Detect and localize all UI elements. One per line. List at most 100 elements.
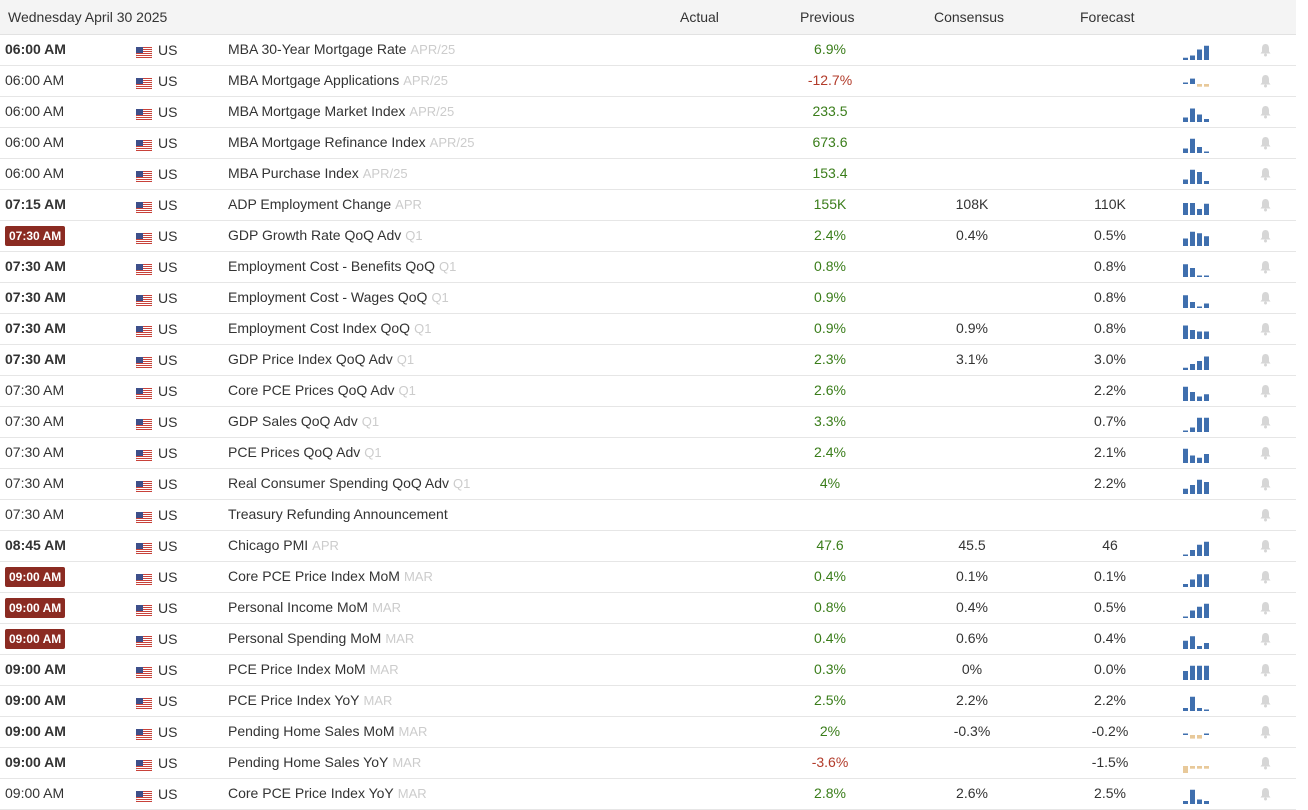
column-header-previous[interactable]: Previous: [800, 9, 855, 25]
bell-alert-icon[interactable]: [1259, 570, 1272, 584]
forecast-value[interactable]: 46: [1102, 537, 1118, 553]
forecast-value[interactable]: 110K: [1094, 196, 1126, 212]
event-name[interactable]: MBA Mortgage Market Index: [228, 103, 406, 119]
bell-alert-icon[interactable]: [1259, 725, 1272, 739]
bell-alert-icon[interactable]: [1259, 477, 1272, 491]
forecast-value[interactable]: 0.8%: [1094, 289, 1126, 305]
event-name-link[interactable]: Pending Home Sales YoY MAR: [228, 754, 421, 770]
bell-alert-icon[interactable]: [1259, 260, 1272, 274]
bell-alert-icon[interactable]: [1259, 105, 1272, 119]
sparkline-chart[interactable]: [1182, 664, 1210, 680]
sparkline-chart[interactable]: [1182, 416, 1210, 432]
bell-alert-icon[interactable]: [1259, 787, 1272, 801]
sparkline-chart[interactable]: [1182, 44, 1210, 60]
event-row[interactable]: 06:00 AM US MBA Mortgage Market Index APR/2…: [0, 97, 1296, 128]
event-name-link[interactable]: Personal Income MoM MAR: [228, 599, 401, 615]
forecast-value[interactable]: 2.5%: [1094, 785, 1126, 801]
event-name[interactable]: Pending Home Sales YoY: [228, 754, 389, 770]
sparkline-chart[interactable]: [1182, 478, 1210, 494]
bell-alert-icon[interactable]: [1259, 167, 1272, 181]
event-row[interactable]: 09:00 AM US Personal Spending MoM MAR 0.4% 0.…: [0, 624, 1296, 655]
bell-alert-icon[interactable]: [1259, 601, 1272, 615]
event-row[interactable]: 07:30 AM US PCE Prices QoQ Adv Q1 2.4% 2.1%: [0, 438, 1296, 469]
sparkline-chart[interactable]: [1182, 261, 1210, 277]
event-name[interactable]: Employment Cost Index QoQ: [228, 320, 411, 336]
bell-alert-icon[interactable]: [1259, 415, 1272, 429]
event-name-link[interactable]: Treasury Refunding Announcement: [228, 506, 452, 522]
event-name-link[interactable]: GDP Price Index QoQ Adv Q1: [228, 351, 414, 367]
event-name-link[interactable]: MBA Mortgage Applications APR/25: [228, 72, 448, 88]
event-row[interactable]: 09:00 AM US Pending Home Sales YoY MAR -3.6%…: [0, 748, 1296, 779]
sparkline-chart[interactable]: [1182, 447, 1210, 463]
event-name-link[interactable]: Core PCE Price Index YoY MAR: [228, 785, 427, 801]
event-name[interactable]: Core PCE Price Index YoY: [228, 785, 394, 801]
event-row[interactable]: 06:00 AM US MBA 30-Year Mortgage Rate APR/2…: [0, 35, 1296, 66]
event-row[interactable]: 07:15 AM US ADP Employment Change APR 155K 10…: [0, 190, 1296, 221]
event-name[interactable]: GDP Growth Rate QoQ Adv: [228, 227, 402, 243]
event-row[interactable]: 09:00 AM US Pending Home Sales MoM MAR 2% -0.…: [0, 717, 1296, 748]
forecast-value[interactable]: 2.2%: [1094, 692, 1126, 708]
forecast-value[interactable]: 0.1%: [1094, 568, 1126, 584]
bell-alert-icon[interactable]: [1259, 229, 1272, 243]
event-name-link[interactable]: PCE Price Index YoY MAR: [228, 692, 392, 708]
event-row[interactable]: 09:00 AM US PCE Price Index YoY MAR 2.5% 2.2%…: [0, 686, 1296, 717]
forecast-value[interactable]: 0.7%: [1094, 413, 1126, 429]
sparkline-chart[interactable]: [1182, 571, 1210, 587]
event-name-link[interactable]: Employment Cost - Benefits QoQ Q1: [228, 258, 456, 274]
event-name[interactable]: PCE Price Index YoY: [228, 692, 360, 708]
event-name[interactable]: GDP Sales QoQ Adv: [228, 413, 358, 429]
event-name[interactable]: MBA Mortgage Refinance Index: [228, 134, 426, 150]
event-name-link[interactable]: MBA 30-Year Mortgage Rate APR/25: [228, 41, 455, 57]
bell-alert-icon[interactable]: [1259, 663, 1272, 677]
forecast-value[interactable]: 0.0%: [1094, 661, 1126, 677]
sparkline-chart[interactable]: [1182, 757, 1210, 774]
forecast-value[interactable]: 0.8%: [1094, 320, 1126, 336]
forecast-value[interactable]: 2.2%: [1094, 475, 1126, 491]
sparkline-chart[interactable]: [1182, 633, 1210, 649]
sparkline-chart[interactable]: [1182, 726, 1210, 742]
event-row[interactable]: 07:30 AM US Employment Cost - Benefits QoQ…: [0, 252, 1296, 283]
column-header-actual[interactable]: Actual: [680, 9, 719, 25]
event-name-link[interactable]: Pending Home Sales MoM MAR: [228, 723, 427, 739]
event-name-link[interactable]: Employment Cost Index QoQ Q1: [228, 320, 431, 336]
event-name[interactable]: Core PCE Price Index MoM: [228, 568, 400, 584]
column-header-consensus[interactable]: Consensus: [934, 9, 1005, 25]
event-name-link[interactable]: MBA Mortgage Refinance Index APR/25: [228, 134, 474, 150]
event-name-link[interactable]: Real Consumer Spending QoQ Adv Q1: [228, 475, 470, 491]
sparkline-chart[interactable]: [1182, 168, 1210, 184]
bell-alert-icon[interactable]: [1259, 43, 1272, 57]
bell-alert-icon[interactable]: [1259, 632, 1272, 646]
event-name-link[interactable]: MBA Mortgage Market Index APR/25: [228, 103, 454, 119]
event-name[interactable]: Pending Home Sales MoM: [228, 723, 395, 739]
sparkline-chart[interactable]: [1182, 695, 1210, 711]
event-name[interactable]: Employment Cost - Wages QoQ: [228, 289, 428, 305]
forecast-value[interactable]: 2.1%: [1094, 444, 1126, 460]
event-name-link[interactable]: MBA Purchase Index APR/25: [228, 165, 408, 181]
forecast-value[interactable]: -1.5%: [1091, 754, 1129, 770]
sparkline-chart[interactable]: [1182, 230, 1210, 246]
event-row[interactable]: 09:00 AM US Core PCE Price Index MoM MAR 0.4…: [0, 562, 1296, 593]
bell-alert-icon[interactable]: [1259, 539, 1272, 553]
event-name-link[interactable]: Employment Cost - Wages QoQ Q1: [228, 289, 449, 305]
sparkline-chart[interactable]: [1182, 106, 1210, 122]
event-name[interactable]: PCE Price Index MoM: [228, 661, 366, 677]
event-name[interactable]: MBA 30-Year Mortgage Rate: [228, 41, 407, 57]
forecast-value[interactable]: 0.5%: [1094, 227, 1126, 243]
event-row[interactable]: 09:00 AM US Core PCE Price Index YoY MAR 2.8…: [0, 779, 1296, 810]
event-name-link[interactable]: Chicago PMI APR: [228, 537, 339, 553]
bell-alert-icon[interactable]: [1259, 384, 1272, 398]
forecast-value[interactable]: 3.0%: [1094, 351, 1126, 367]
event-name[interactable]: Treasury Refunding Announcement: [228, 506, 448, 522]
event-name[interactable]: MBA Mortgage Applications: [228, 72, 400, 88]
bell-alert-icon[interactable]: [1259, 508, 1272, 522]
forecast-value[interactable]: -0.2%: [1091, 723, 1129, 739]
bell-alert-icon[interactable]: [1259, 198, 1272, 212]
event-name[interactable]: MBA Purchase Index: [228, 165, 359, 181]
event-row[interactable]: 06:00 AM US MBA Mortgage Refinance Index AP…: [0, 128, 1296, 159]
sparkline-chart[interactable]: [1182, 540, 1210, 556]
sparkline-chart[interactable]: [1182, 354, 1210, 370]
event-name[interactable]: Chicago PMI: [228, 537, 309, 553]
forecast-value[interactable]: 2.2%: [1094, 382, 1126, 398]
event-row[interactable]: 07:30 AM US GDP Growth Rate QoQ Adv Q1 2.4% 0…: [0, 221, 1296, 252]
event-row[interactable]: 07:30 AM US Employment Cost - Wages QoQ Q1 0…: [0, 283, 1296, 314]
